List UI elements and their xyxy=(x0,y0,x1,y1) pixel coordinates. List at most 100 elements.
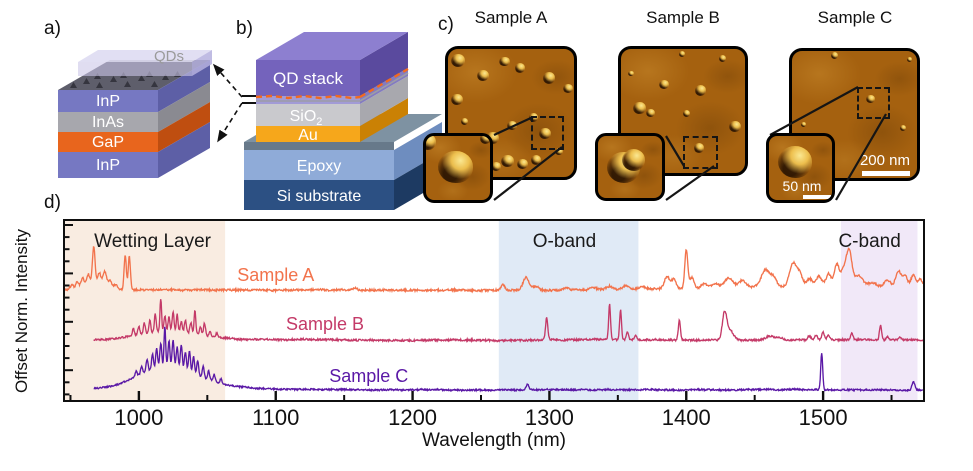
spectra-canvas xyxy=(64,221,924,400)
quantum-dot xyxy=(718,55,727,63)
inp-sub-front xyxy=(58,152,158,178)
qds-label: QDs xyxy=(154,48,184,65)
qd-block-top xyxy=(256,32,408,60)
trace-Sample A xyxy=(64,246,924,294)
quantum-dot xyxy=(438,150,473,184)
quantum-dot xyxy=(477,69,490,82)
x-axis-label: Wavelength (nm) xyxy=(422,430,566,451)
qds-translucent-slab xyxy=(78,50,212,76)
quantum-dot xyxy=(694,143,705,153)
stack-diagram-device: QD stack SiO2 Au Epoxy Si substrate xyxy=(244,32,442,210)
x-tick-label-1100: 1100 xyxy=(252,405,300,430)
quantum-dot xyxy=(866,94,876,104)
si-front xyxy=(244,180,394,210)
inas-front xyxy=(58,112,158,132)
quantum-dot xyxy=(539,127,551,139)
afm-title-sample-a: Sample A xyxy=(474,8,548,27)
link-arrow-top xyxy=(212,63,243,98)
inp-cap-front xyxy=(58,90,158,112)
panel-label-c: c) xyxy=(438,14,454,35)
gap-side xyxy=(158,102,210,152)
quantum-dot xyxy=(678,50,685,57)
quantum-dot xyxy=(528,113,539,123)
panel-label-a: a) xyxy=(44,18,61,39)
qd-gray-line-side xyxy=(359,72,409,102)
stack-a-labels: InP InAs GaP InP xyxy=(92,93,124,174)
scalebar-50nm-bar xyxy=(803,195,831,199)
inas-side xyxy=(158,82,210,132)
quantum-dot xyxy=(460,118,469,126)
inp-cap-label: InP xyxy=(96,93,120,110)
gap-front xyxy=(58,132,158,152)
quantum-dot xyxy=(778,145,813,178)
quantum-dot xyxy=(499,56,510,67)
quantum-dot xyxy=(479,136,490,145)
quantum-dot xyxy=(900,125,907,132)
qd-stack-label: QD stack xyxy=(273,69,343,88)
quantum-dot xyxy=(500,155,514,168)
quantum-dot xyxy=(906,57,913,63)
qd-dashed-line xyxy=(255,94,361,100)
quantum-dot xyxy=(830,52,839,60)
afm-inset-sample-a xyxy=(423,133,493,203)
x-tick-label-1300: 1300 xyxy=(524,405,574,430)
afm-inset-sample-b xyxy=(595,133,665,201)
quantum-dot xyxy=(516,158,528,170)
x-tick-label-1200: 1200 xyxy=(388,405,438,430)
quantum-dot xyxy=(729,121,741,133)
stack-link-arrows xyxy=(212,63,256,143)
x-tick-label-1500: 1500 xyxy=(798,405,848,430)
scalebar-200nm-label: 200 nm xyxy=(859,152,911,169)
quantum-dot xyxy=(694,85,707,97)
quantum-dot xyxy=(562,83,573,94)
quantum-dot xyxy=(633,102,646,114)
spectra-plot xyxy=(63,219,925,402)
sio2-side xyxy=(360,76,408,126)
y-axis-label: Offset Norm. Intensity xyxy=(12,228,31,394)
quantum-dot xyxy=(622,149,646,171)
sio2-label: SiO2 xyxy=(290,108,323,128)
quantum-dot xyxy=(683,110,691,117)
quantum-dot xyxy=(646,109,656,118)
quantum-dot xyxy=(659,80,670,90)
x-tick-label-1400: 1400 xyxy=(661,405,711,430)
quantum-dot xyxy=(531,155,542,165)
au-label: Au xyxy=(298,127,318,144)
afm-inset-sample-c: 50 nm xyxy=(766,133,835,203)
gap-label: GaP xyxy=(92,134,124,151)
quantum-dot xyxy=(542,72,555,84)
quantum-dot xyxy=(507,120,518,131)
panel-label-d: d) xyxy=(44,192,61,213)
stack-diagram-epitaxy: QDs InP InAs GaP InP xyxy=(58,48,212,178)
quantum-dot xyxy=(451,94,463,106)
base-strip-front xyxy=(244,142,394,150)
band-O-band xyxy=(498,221,639,400)
quantum-dot xyxy=(426,136,437,150)
stack-b-labels: QD stack SiO2 Au Epoxy Si substrate xyxy=(273,69,361,205)
qd-block-side xyxy=(360,32,408,96)
series-label-Sample A: Sample A xyxy=(237,265,315,285)
si-substrate-label: Si substrate xyxy=(277,188,362,205)
afm-title-sample-b: Sample B xyxy=(646,8,720,27)
epoxy-label: Epoxy xyxy=(297,158,341,175)
scalebar-50nm-label: 50 nm xyxy=(782,178,822,194)
zoom-region-box xyxy=(683,135,718,169)
inas-label: InAs xyxy=(92,114,124,131)
afm-title-sample-c: Sample C xyxy=(817,8,893,27)
quantum-dot xyxy=(451,53,465,67)
zoom-region-box xyxy=(857,86,890,120)
band-label-O-band: O-band xyxy=(532,231,597,252)
link-arrow-bottom xyxy=(217,102,243,143)
band-label-C-band: C-band xyxy=(838,231,901,252)
quantum-dot xyxy=(514,63,525,73)
scalebar-200nm-bar xyxy=(862,171,910,176)
inp-sub-side xyxy=(158,122,210,178)
qd-layer-front xyxy=(256,96,360,104)
series-label-Sample B: Sample B xyxy=(285,314,365,334)
quantum-dot xyxy=(627,70,634,77)
trace-Sample C xyxy=(93,326,924,393)
epoxy-front xyxy=(244,150,394,180)
trace-Sample B xyxy=(93,299,924,344)
quantum-dot xyxy=(800,121,806,128)
